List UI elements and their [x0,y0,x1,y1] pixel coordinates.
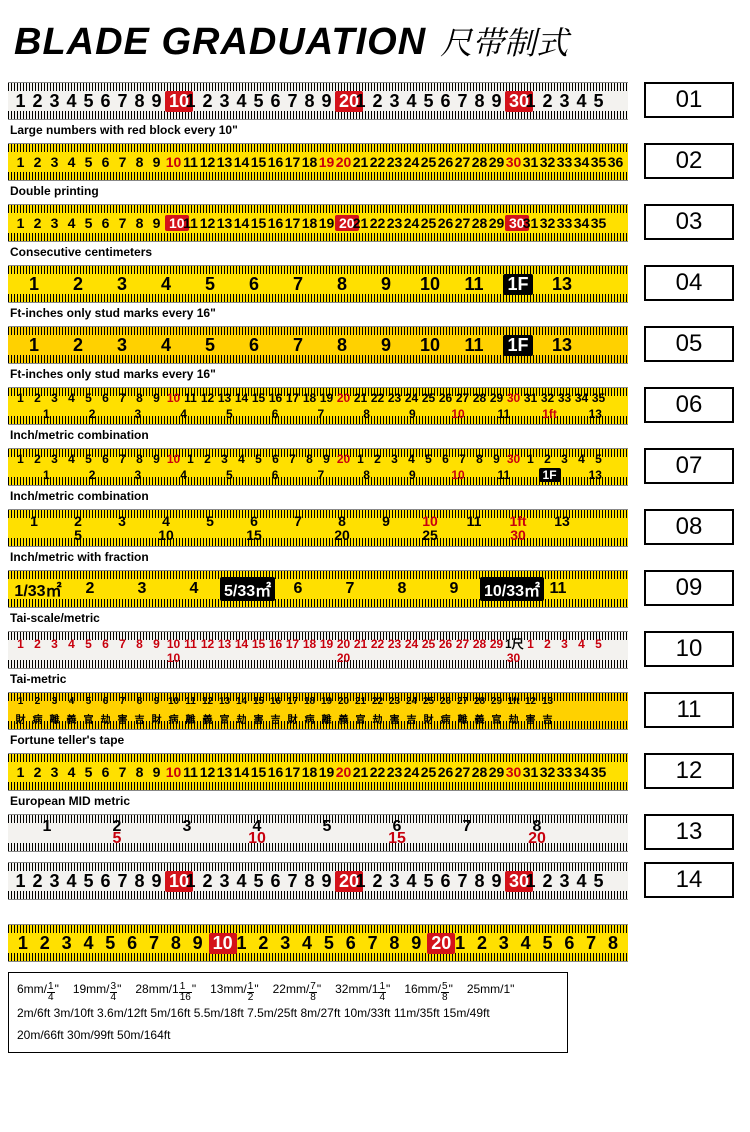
tape-caption: Fortune teller's tape [8,730,628,753]
tape-caption: Ft-inches only stud marks every 16" [8,303,628,326]
tape-graphic: 1234567891011121314151617181920212223242… [8,204,628,242]
code-box: 14 [644,862,734,898]
code-box: 10 [644,631,734,667]
tape-graphic: 123456785101520 [8,814,628,852]
tape-row: 12345678910111ft1351015202530Inch/metric… [8,509,742,570]
tape-caption: European MID metric [8,791,628,814]
page-header: BLADE GRADUATION 尺带制式 [8,10,742,82]
tape-graphic: 1234567891011121314151617181920212223242… [8,143,628,181]
tape-graphic: 1234567891011121314151617181920212223242… [8,692,628,730]
code-box: 13 [644,814,734,850]
dim-line-3: 20m/66ft 30m/99ft 50m/164ft [17,1025,559,1047]
dim-cell: 16mm/58" [404,982,453,996]
tape-graphic: 12345678910123456789201234567893012345 [8,862,628,900]
tape-row: 12345678910111F13Ft-inches only stud mar… [8,326,742,387]
tape-row: 12345678910111F13Ft-inches only stud mar… [8,265,742,326]
code-box: 01 [644,82,734,118]
title: BLADE GRADUATION [14,21,426,64]
code-box: 11 [644,692,734,728]
tape-graphic: 1/33㎡2345/33㎡678910/33㎡11 [8,570,628,608]
tape-row: 123456785101520 13 [8,814,742,862]
tape-row: 1234567891011121314151617181920212223242… [8,204,742,265]
tape-row: 12345678910123456789201234567893012345 14 [8,862,742,910]
code-box: 09 [644,570,734,606]
tape-caption: Consecutive centimeters [8,242,628,265]
code-box: 04 [644,265,734,301]
dim-cell: 32mm/114" [335,982,390,996]
dim-cell: 19mm/34" [73,982,122,996]
code-box: 07 [644,448,734,484]
dim-cell: 25mm/1" [467,982,515,996]
tape-row: 1234567891011121314151617181920212223242… [8,143,742,204]
tape-row: 12345678910123456789201234567893012345La… [8,82,742,143]
tape-graphic: 1234567891011121314151617181920212223242… [8,631,628,669]
code-box: 02 [644,143,734,179]
dim-cell: 6mm/14" [17,982,59,996]
dim-cell: 28mm/1116" [135,982,196,996]
code-box: 05 [644,326,734,362]
tape-caption: Tai-metric [8,669,628,692]
tape-rows: 12345678910123456789201234567893012345La… [8,82,742,910]
tape-caption: Large numbers with red block every 10" [8,120,628,143]
dim-cell: 13mm/12" [210,982,259,996]
tape-graphic: 1234567891012345678920123456789301234512… [8,448,628,486]
tape-graphic: 12345678910111ft1351015202530 [8,509,628,547]
dim-line-2: 2m/6ft 3m/10ft 3.6m/12ft 5m/16ft 5.5m/18… [17,1003,559,1025]
tape-caption: Ft-inches only stud marks every 16" [8,364,628,387]
tape-caption: Inch/metric combination [8,486,628,509]
subtitle: 尺带制式 [440,18,568,64]
tape-row: 1234567891011121314151617181920212223242… [8,692,742,753]
tape-graphic: 12345678910123456789201234567893012345 [8,82,628,120]
tape-extra: 123456789101234567892012345678 [8,924,628,962]
tape-graphic: 1234567891011121314151617181920212223242… [8,753,628,791]
dim-cell: 22mm/78" [273,982,322,996]
tape-row: 1/33㎡2345/33㎡678910/33㎡11Tai-scale/metri… [8,570,742,631]
tape-row: 1234567891011121314151617181920212223242… [8,753,742,814]
code-box: 06 [644,387,734,423]
tape-graphic: 1234567891011121314151617181920212223242… [8,387,628,425]
tape-caption: Tai-scale/metric [8,608,628,631]
code-box: 08 [644,509,734,545]
tape-caption: Inch/metric combination [8,425,628,448]
tape-caption: Double printing [8,181,628,204]
tape-graphic: 12345678910111F13 [8,265,628,303]
tape-caption: Inch/metric with fraction [8,547,628,570]
tape-graphic: 12345678910111F13 [8,326,628,364]
tape-row: 1234567891011121314151617181920212223242… [8,631,742,692]
code-box: 12 [644,753,734,789]
dimensions-table: 6mm/14" 19mm/34" 28mm/1116" 13mm/12" 22mm/78… [8,972,568,1053]
tape-row: 1234567891011121314151617181920212223242… [8,387,742,448]
code-box: 03 [644,204,734,240]
dim-line-1: 6mm/14" 19mm/34" 28mm/1116" 13mm/12" 22mm/78… [17,979,559,1003]
tape-row: 1234567891012345678920123456789301234512… [8,448,742,509]
